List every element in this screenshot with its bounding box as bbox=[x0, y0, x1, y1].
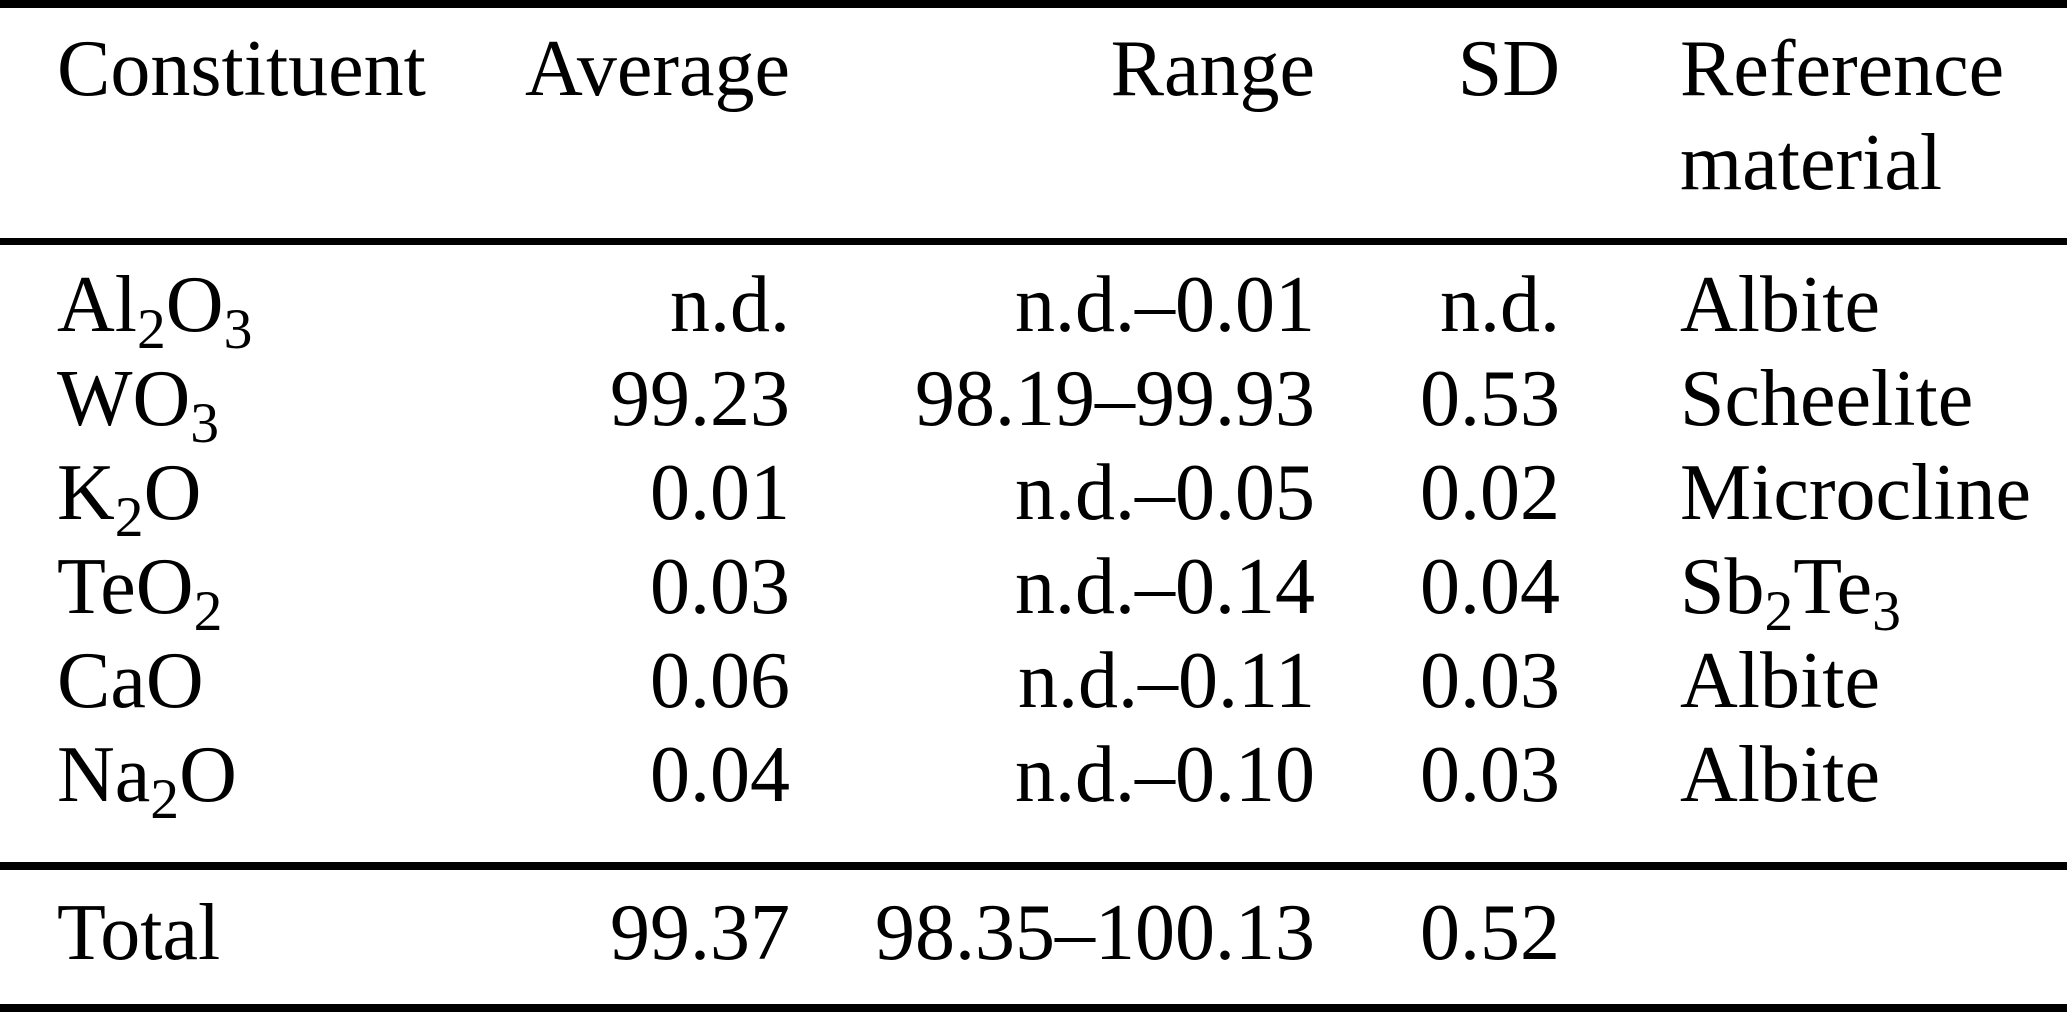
cell-average: 99.23 bbox=[610, 354, 790, 443]
cell-range: n.d.–0.14 bbox=[1015, 542, 1315, 631]
cell-constituent: Al2O3 bbox=[57, 260, 253, 361]
cell-sd: 0.02 bbox=[1420, 448, 1560, 537]
cell-constituent: TeO2 bbox=[57, 542, 223, 643]
cell-reference: Scheelite bbox=[1680, 354, 1974, 443]
table-footer: Total 99.37 98.35–100.13 0.52 bbox=[0, 866, 2067, 1008]
cell-reference: Sb2Te3 bbox=[1680, 542, 1901, 643]
cell-reference: Albite bbox=[1680, 636, 1880, 725]
header-reference-line2: material bbox=[1680, 119, 1943, 207]
header-reference-material: Reference material bbox=[1560, 4, 2067, 245]
header-row: Constituent Average Range SD Reference m… bbox=[0, 4, 2067, 245]
total-label: Total bbox=[57, 888, 221, 977]
cell-average: 0.06 bbox=[650, 636, 790, 725]
table-row: CaO 0.06 n.d.–0.11 0.03 Albite bbox=[0, 634, 2067, 728]
cell-average: 0.04 bbox=[500, 727, 790, 870]
cell-average: 0.03 bbox=[650, 542, 790, 631]
cell-range: n.d.–0.11 bbox=[1017, 636, 1315, 725]
table-row: TeO2 0.03 n.d.–0.14 0.04 Sb2Te3 bbox=[0, 540, 2067, 643]
table-body: Al2O3 n.d. n.d.–0.01 n.d. Albite WO3 99.… bbox=[0, 241, 2067, 870]
cell-constituent: CaO bbox=[57, 636, 204, 725]
cell-constituent: Na2O bbox=[0, 727, 500, 870]
cell-average: 0.01 bbox=[650, 448, 790, 537]
cell-sd: 0.53 bbox=[1420, 354, 1560, 443]
cell-sd: 0.04 bbox=[1420, 542, 1560, 631]
total-average: 99.37 bbox=[610, 888, 790, 977]
cell-sd: 0.03 bbox=[1420, 636, 1560, 725]
cell-range: n.d.–0.10 bbox=[790, 727, 1315, 870]
header-reference-line1: Reference bbox=[1680, 25, 2005, 113]
total-reference bbox=[1560, 866, 2067, 1008]
table-row: K2O 0.01 n.d.–0.05 0.02 Microcline bbox=[0, 446, 2067, 549]
cell-range: 98.19–99.93 bbox=[915, 354, 1315, 443]
cell-reference: Albite bbox=[1560, 727, 2067, 870]
total-range: 98.35–100.13 bbox=[875, 888, 1315, 977]
cell-reference: Albite bbox=[1680, 260, 1880, 349]
header-range: Range bbox=[790, 4, 1315, 245]
total-sd: 0.52 bbox=[1420, 888, 1560, 977]
total-row: Total 99.37 98.35–100.13 0.52 bbox=[0, 866, 2067, 1008]
table-header: Constituent Average Range SD Reference m… bbox=[0, 4, 2067, 245]
header-sd: SD bbox=[1315, 4, 1560, 245]
cell-reference: Microcline bbox=[1680, 448, 2031, 537]
table-row: WO3 99.23 98.19–99.93 0.53 Scheelite bbox=[0, 352, 2067, 455]
cell-average: n.d. bbox=[670, 260, 790, 349]
cell-range: n.d.–0.05 bbox=[1015, 448, 1315, 537]
cell-range: n.d.–0.01 bbox=[1015, 260, 1315, 349]
header-constituent: Constituent bbox=[0, 4, 500, 245]
cell-constituent: K2O bbox=[57, 448, 202, 549]
cell-sd: n.d. bbox=[1440, 260, 1560, 349]
table-row: Na2O 0.04 n.d.–0.10 0.03 Albite bbox=[0, 727, 2067, 870]
cell-sd: 0.03 bbox=[1315, 727, 1560, 870]
table-row: Al2O3 n.d. n.d.–0.01 n.d. Albite bbox=[0, 241, 2067, 361]
header-average: Average bbox=[500, 4, 790, 245]
cell-constituent: WO3 bbox=[57, 354, 220, 455]
